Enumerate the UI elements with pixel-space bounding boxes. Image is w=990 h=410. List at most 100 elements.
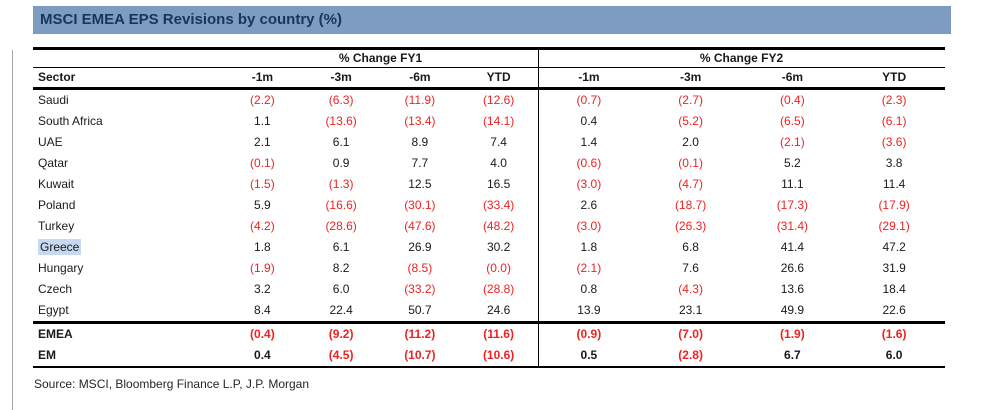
cell-value: (6.3) xyxy=(328,93,354,107)
table-row: Saudi (2.2) (6.3) (11.9) (12.6) (0.7) (2.7) (0.… xyxy=(33,90,945,111)
cell-value: 8.9 xyxy=(411,135,429,149)
cell-value: 7.7 xyxy=(411,156,429,170)
cell-value: (18.7) xyxy=(674,198,707,212)
table-row: Qatar (0.1) 0.9 7.7 4.0 (0.6) (0.1) 5.2 3.8 xyxy=(33,153,945,174)
table-row: Czech 3.2 6.0 (33.2) (28.8) 0.8 (4.3) 13.6 18.4 xyxy=(33,279,945,300)
table-row: South Africa 1.1 (13.6) (13.4) (14.1) 0.4 (5.2… xyxy=(33,111,945,132)
column-header-row: Sector -1m -3m -6m YTD -1m -3m -6m YTD xyxy=(33,68,945,90)
table-row: Egypt 8.4 22.4 50.7 24.6 13.9 23.1 49.9 22.6 xyxy=(33,300,945,321)
cell-value: (10.7) xyxy=(404,348,436,362)
cell-value: (17.3) xyxy=(776,198,809,212)
cell-value: 5.9 xyxy=(254,198,271,212)
cell-value: 2.0 xyxy=(682,135,699,149)
cell-value: 49.9 xyxy=(780,303,805,317)
cell-value: (0.4) xyxy=(780,93,805,107)
sector-label: Saudi xyxy=(38,93,69,107)
cell-value: (28.8) xyxy=(482,282,515,296)
sector-label: Greece xyxy=(33,237,223,258)
cell-value: (0.1) xyxy=(250,156,275,170)
column-header: -6m xyxy=(409,70,431,84)
cell-value: (0.9) xyxy=(576,327,602,341)
cell-value: (2.7) xyxy=(678,93,703,107)
cell-value: (10.6) xyxy=(482,348,515,362)
column-header: -1m xyxy=(578,70,600,84)
cell-value: 8.2 xyxy=(332,261,350,275)
cell-value: (6.5) xyxy=(780,114,805,128)
source-note: Source: MSCI, Bloomberg Finance L.P, J.P… xyxy=(34,377,310,391)
column-header: YTD xyxy=(882,70,907,84)
cell-value: (6.1) xyxy=(881,114,907,128)
cell-value: 0.4 xyxy=(254,348,271,362)
cell-value: (30.1) xyxy=(404,198,436,212)
cell-value: 6.0 xyxy=(885,348,903,362)
cell-value: 22.4 xyxy=(329,303,353,317)
table-row: EMEA (0.4) (9.2) (11.2) (11.6) (0.9) (7.0) (1.9… xyxy=(33,324,945,345)
cell-value: (1.9) xyxy=(250,261,275,275)
cell-value: (12.6) xyxy=(482,93,515,107)
cell-value: (3.0) xyxy=(576,219,602,233)
column-header: -3m xyxy=(679,70,702,84)
cell-value: 6.0 xyxy=(332,282,350,296)
cell-value: 1.8 xyxy=(254,240,271,254)
cell-value: 2.1 xyxy=(254,135,271,149)
group-header-fy2: % Change FY2 xyxy=(699,51,784,65)
cell-value: (1.3) xyxy=(328,177,354,191)
cell-value: 30.2 xyxy=(486,240,511,254)
cell-value: 6.7 xyxy=(784,348,801,362)
sector-label: Kuwait xyxy=(38,177,75,191)
cell-value: (33.4) xyxy=(482,198,515,212)
cell-value: 7.6 xyxy=(682,261,699,275)
cell-value: 0.4 xyxy=(580,114,598,128)
sector-label: South Africa xyxy=(38,114,103,128)
cell-value: 3.2 xyxy=(254,282,271,296)
cell-value: (11.6) xyxy=(483,327,514,341)
cell-value: 0.9 xyxy=(332,156,350,170)
cell-value: 1.4 xyxy=(580,135,598,149)
cell-value: (8.5) xyxy=(407,261,433,275)
fy-divider-line xyxy=(538,50,539,366)
cell-value: (2.1) xyxy=(780,135,805,149)
cell-value: (2.1) xyxy=(576,261,602,275)
cell-value: (2.8) xyxy=(678,348,703,362)
cell-value: (1.5) xyxy=(250,177,275,191)
cell-value: (13.6) xyxy=(325,114,357,128)
cell-value: 1.1 xyxy=(254,114,271,128)
cell-value: (4.3) xyxy=(678,282,703,296)
cell-value: 26.9 xyxy=(408,240,432,254)
report-title-bar: MSCI EMEA EPS Revisions by country (%) xyxy=(33,6,951,34)
table-row: EM 0.4 (4.5) (10.7) (10.6) 0.5 (2.8) 6.7 6.0 xyxy=(33,345,945,366)
sector-label: Hungary xyxy=(38,261,84,275)
cell-value: 11.4 xyxy=(882,177,906,191)
column-header: -3m xyxy=(330,70,352,84)
cell-value: (28.6) xyxy=(325,219,357,233)
eps-revisions-table: % Change FY1 % Change FY2 Sector -1m -3m -… xyxy=(33,47,945,368)
sector-label: Qatar xyxy=(38,156,69,170)
cell-value: (4.7) xyxy=(678,177,703,191)
cell-value: (16.6) xyxy=(325,198,357,212)
column-header: YTD xyxy=(486,70,511,84)
cell-value: 6.1 xyxy=(332,240,350,254)
sector-label: Turkey xyxy=(38,219,75,233)
cell-value: 24.6 xyxy=(486,303,511,317)
cell-value: 2.6 xyxy=(580,198,598,212)
cell-value: (11.2) xyxy=(404,327,436,341)
cell-value: 3.8 xyxy=(885,156,903,170)
cell-value: 12.5 xyxy=(408,177,432,191)
cell-value: (47.6) xyxy=(404,219,436,233)
cell-value: 16.5 xyxy=(486,177,511,191)
column-header: -6m xyxy=(781,70,804,84)
cell-value: (1.9) xyxy=(780,327,805,341)
cell-value: 11.1 xyxy=(781,177,804,191)
column-header: -1m xyxy=(251,70,274,84)
cell-value: 41.4 xyxy=(780,240,805,254)
cell-value: (2.2) xyxy=(250,93,275,107)
sector-label: Czech xyxy=(38,282,73,296)
cell-value: 22.6 xyxy=(882,303,906,317)
table-row: UAE 2.1 6.1 8.9 7.4 1.4 2.0 (2.1) (3.6) xyxy=(33,132,945,153)
cell-value: 5.2 xyxy=(784,156,801,170)
cell-value: 1.8 xyxy=(580,240,598,254)
cell-value: (1.6) xyxy=(881,327,907,341)
table-row: Turkey (4.2) (28.6) (47.6) (48.2) (3.0) (26.3)… xyxy=(33,216,945,237)
cell-value: 4.0 xyxy=(490,156,507,170)
cell-value: 26.6 xyxy=(780,261,805,275)
